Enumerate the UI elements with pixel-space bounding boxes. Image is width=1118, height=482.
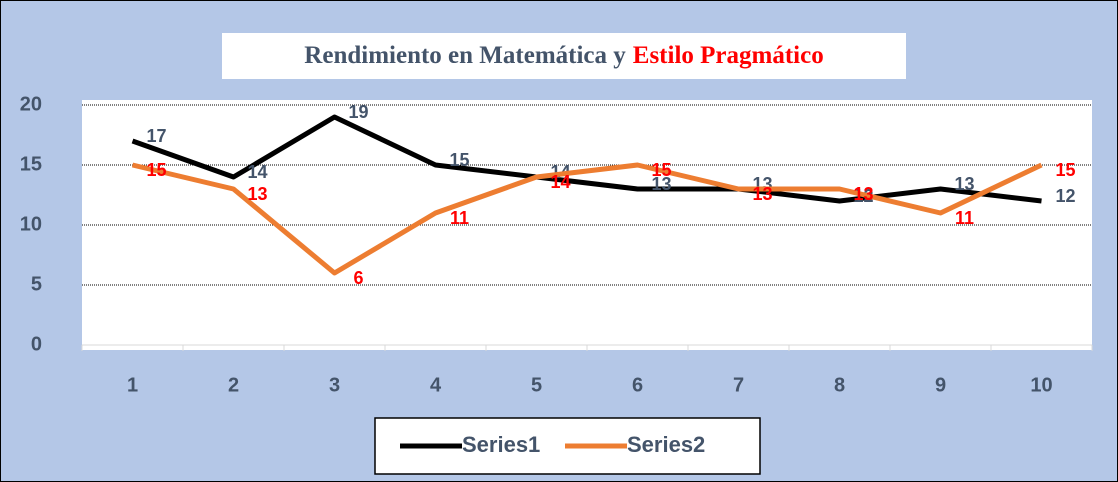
data-label: 6: [353, 268, 363, 288]
data-label: 14: [247, 162, 267, 182]
data-label: 13: [954, 174, 974, 194]
data-label: 15: [449, 150, 469, 170]
x-tick-label: 9: [935, 374, 946, 396]
y-tick-label: 20: [20, 93, 42, 115]
x-tick-label: 8: [834, 374, 845, 396]
data-label: 13: [752, 184, 772, 204]
x-tick-label: 6: [632, 374, 643, 396]
series-line: [131, 114, 1042, 204]
legend-label: Series2: [627, 432, 705, 457]
data-label: 13: [247, 184, 267, 204]
data-label: 13: [651, 174, 671, 194]
y-tick-label: 0: [31, 333, 42, 355]
data-label: 17: [146, 126, 166, 146]
chart-title: Rendimiento en Matemática y Estilo Pragmá…: [304, 42, 823, 69]
data-label: 15: [651, 160, 671, 180]
title-part: Rendimiento en Matemática y: [304, 42, 626, 69]
title-part: Estilo Pragmático: [633, 42, 824, 69]
y-tick-label: 5: [31, 273, 42, 295]
data-label: 15: [1055, 160, 1075, 180]
data-label: 15: [146, 160, 166, 180]
data-label: 11: [955, 208, 974, 228]
legend-label: Series1: [462, 432, 540, 457]
data-label: 12: [1055, 186, 1075, 206]
data-label: 13: [853, 184, 873, 204]
x-tick-label: 7: [733, 374, 744, 396]
series-line: [131, 162, 1043, 276]
data-label: 11: [450, 208, 469, 228]
x-tick-label: 2: [228, 374, 239, 396]
y-tick-label: 15: [20, 153, 42, 175]
y-tick-label: 10: [20, 213, 42, 235]
data-label: 14: [550, 172, 570, 192]
title-box: [222, 33, 906, 79]
x-tick-label: 4: [430, 374, 442, 396]
x-tick-label: 1: [127, 374, 138, 396]
data-label: 19: [348, 102, 368, 122]
x-tick-label: 5: [531, 374, 542, 396]
x-tick-label: 3: [329, 374, 340, 396]
x-tick-label: 10: [1030, 374, 1052, 396]
